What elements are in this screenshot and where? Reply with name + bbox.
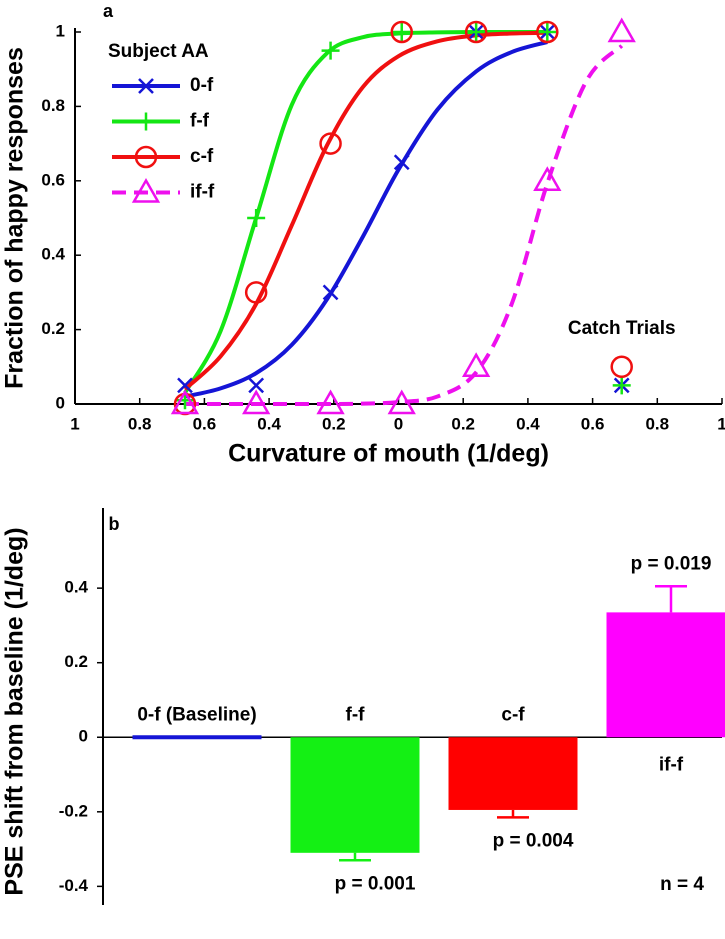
y-tick-label: 1 xyxy=(56,21,65,40)
marker xyxy=(538,23,557,41)
bar xyxy=(132,735,262,740)
x-tick-label: 0.4 xyxy=(516,414,540,433)
x-tick-label: 1 xyxy=(717,414,725,433)
legend-label: if-f xyxy=(190,182,215,203)
category-label: f-f xyxy=(346,704,366,725)
catch-marker xyxy=(612,376,631,395)
marker xyxy=(170,389,200,415)
error-bar xyxy=(497,809,529,819)
marker xyxy=(319,132,342,155)
x-tick-label: 0 xyxy=(394,414,403,433)
note: n = 4 xyxy=(660,874,704,895)
y-tick-label: 0.6 xyxy=(41,170,65,189)
y-tick-label: 0.8 xyxy=(41,96,65,115)
y-tick-label: -0.2 xyxy=(59,801,88,820)
y-axis-title: PSE shift from baseline (1/deg) xyxy=(1,527,29,895)
marker xyxy=(464,20,488,44)
legend-marker xyxy=(138,78,154,94)
annotation: Catch Trials xyxy=(568,318,676,339)
category-label: c-f xyxy=(501,704,525,725)
legend-label: c-f xyxy=(190,146,214,167)
panel-label: b xyxy=(109,514,120,534)
x-tick-label: 0.4 xyxy=(257,414,281,433)
x-tick-label: 0.2 xyxy=(451,414,475,433)
x-tick-label: 1 xyxy=(70,414,79,433)
bar xyxy=(290,737,420,853)
catch-marker xyxy=(610,355,633,379)
legend-marker xyxy=(134,145,158,169)
x-tick-label: 0.6 xyxy=(581,414,605,433)
fit-curve xyxy=(183,30,548,391)
p-value-label: p = 0.004 xyxy=(493,830,574,851)
bar xyxy=(606,612,725,738)
x-tick-label: 0.8 xyxy=(645,414,669,433)
y-tick-label: 0.2 xyxy=(64,652,88,671)
legend-label: 0-f xyxy=(190,75,214,96)
x-axis-title: Curvature of mouth (1/deg) xyxy=(228,440,549,468)
fit-curve xyxy=(184,44,624,407)
marker xyxy=(393,154,410,171)
p-value-label: p = 0.019 xyxy=(631,553,712,574)
y-tick-label: -0.4 xyxy=(59,876,89,895)
legend-marker xyxy=(131,177,161,203)
marker xyxy=(177,377,193,394)
y-tick-label: 0 xyxy=(56,393,65,412)
marker xyxy=(242,389,271,415)
fit-curve xyxy=(184,40,548,399)
marker xyxy=(533,166,562,192)
marker xyxy=(392,23,411,41)
legend-marker xyxy=(137,112,155,131)
marker xyxy=(387,389,416,415)
marker xyxy=(536,20,559,44)
marker xyxy=(461,352,491,378)
x-tick-label: 0.6 xyxy=(193,414,217,433)
bar xyxy=(448,737,578,810)
x-tick-label: 0.8 xyxy=(128,414,152,433)
error-bar xyxy=(339,852,371,862)
category-label: if-f xyxy=(659,754,684,775)
marker xyxy=(244,281,268,304)
y-tick-label: 0.4 xyxy=(41,245,65,264)
y-tick-label: 0 xyxy=(79,727,88,746)
marker xyxy=(316,389,345,415)
legend-label: f-f xyxy=(190,111,210,132)
marker xyxy=(321,41,340,60)
y-axis-title: Fraction of happy responses xyxy=(1,47,29,389)
marker xyxy=(607,17,636,43)
x-tick-label: 0.2 xyxy=(322,414,346,433)
category-label: 0-f (Baseline) xyxy=(137,704,256,725)
marker xyxy=(248,377,265,394)
marker xyxy=(247,209,266,227)
marker xyxy=(322,284,339,301)
marker xyxy=(390,20,413,44)
error-bar xyxy=(655,585,687,613)
p-value-label: p = 0.001 xyxy=(335,873,416,894)
y-tick-label: 0.2 xyxy=(41,319,65,338)
marker xyxy=(467,23,486,41)
y-tick-label: 0.4 xyxy=(64,578,88,597)
legend-title: Subject AA xyxy=(108,41,209,62)
panel-label: a xyxy=(103,1,114,21)
